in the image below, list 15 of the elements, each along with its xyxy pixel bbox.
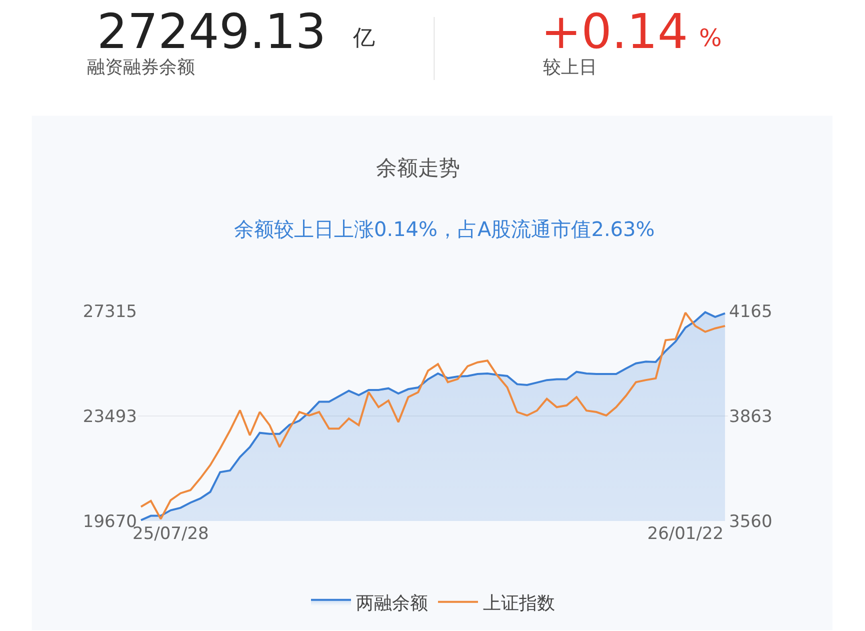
y2-tick-label: 3863 — [729, 406, 772, 427]
text: % — [699, 24, 722, 52]
y-tick-label: 27315 — [82, 302, 137, 322]
text: 较上日 — [543, 57, 597, 78]
y2-tick-label: 3560 — [729, 512, 772, 532]
legend-label: 两融余额 — [356, 592, 428, 614]
chart-subtitle: 余额较上日上涨0.14%，占A股流通市值2.63% — [234, 217, 655, 241]
text: +0.14 — [541, 4, 688, 60]
legend-label: 上证指数 — [483, 592, 555, 614]
x-tick-label: 26/01/22 — [647, 524, 724, 544]
y2-tick-label: 4165 — [729, 302, 772, 322]
chart-title: 余额走势 — [376, 156, 460, 180]
text: 融资融券余额 — [87, 57, 195, 78]
y-tick-label: 23493 — [82, 406, 137, 427]
text: 亿 — [352, 26, 375, 51]
